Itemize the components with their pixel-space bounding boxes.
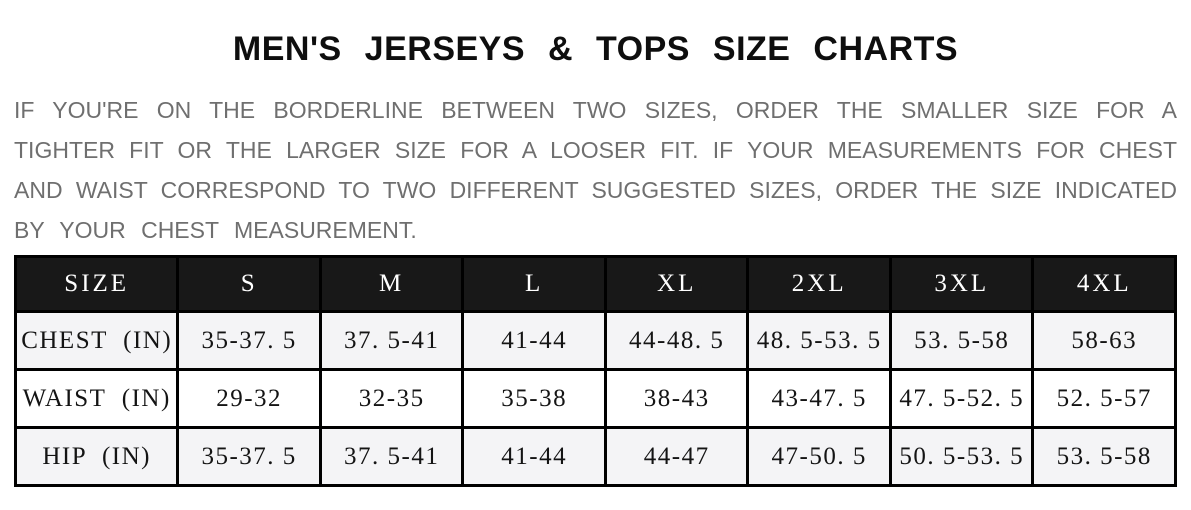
- page-title: MEN'S JERSEYS & TOPS SIZE CHARTS: [232, 30, 959, 68]
- table-cell: 37. 5-41: [318, 426, 465, 487]
- table-cell: 47-50. 5: [746, 426, 892, 487]
- table-cell: 35-38: [461, 368, 607, 429]
- table-cell: 52. 5-57: [1031, 368, 1177, 429]
- header-cell-2xl: 2XL: [746, 255, 892, 313]
- intro-line-4: BY YOUR CHEST MEASUREMENT.: [14, 217, 417, 243]
- table-cell: 48. 5-53. 5: [746, 310, 892, 371]
- table-cell: 37. 5-41: [318, 310, 465, 371]
- table-row-chest: CHEST (IN) 35-37. 5 37. 5-41 41-44 44-48…: [13, 310, 1177, 371]
- table-cell: 29-32: [176, 368, 322, 429]
- size-table-header-row: SIZE S M L XL 2XL 3XL 4XL: [13, 255, 1177, 313]
- table-cell: 41-44: [461, 310, 607, 371]
- intro-line-3: AND WAIST CORRESPOND TO TWO DIFFERENT SU…: [14, 177, 1177, 203]
- header-cell-3xl: 3XL: [888, 255, 1035, 313]
- table-cell: 47. 5-52. 5: [888, 368, 1035, 429]
- header-cell-size: SIZE: [13, 255, 180, 313]
- row-label-waist: WAIST (IN): [13, 368, 180, 429]
- intro-line-2: TIGHTER FIT OR THE LARGER SIZE FOR A LOO…: [14, 137, 1177, 163]
- table-cell: 50. 5-53. 5: [888, 426, 1035, 487]
- header-cell-s: S: [176, 255, 322, 313]
- table-cell: 41-44: [461, 426, 607, 487]
- row-label-hip: HIP (IN): [13, 426, 180, 487]
- table-cell: 44-48. 5: [603, 310, 750, 371]
- table-cell: 38-43: [603, 368, 750, 429]
- table-row-hip: HIP (IN) 35-37. 5 37. 5-41 41-44 44-47 4…: [13, 426, 1177, 487]
- row-label-chest: CHEST (IN): [13, 310, 180, 371]
- intro-paragraph: IF YOU'RE ON THE BORDERLINE BETWEEN TWO …: [14, 90, 1177, 250]
- table-cell: 43-47. 5: [746, 368, 892, 429]
- size-chart-page: MEN'S JERSEYS & TOPS SIZE CHARTS IF YOU'…: [13, 30, 1177, 487]
- header-cell-4xl: 4XL: [1031, 255, 1177, 313]
- table-cell: 53. 5-58: [888, 310, 1035, 371]
- table-cell: 44-47: [603, 426, 750, 487]
- table-cell: 32-35: [318, 368, 465, 429]
- table-cell: 35-37. 5: [176, 426, 322, 487]
- table-row-waist: WAIST (IN) 29-32 32-35 35-38 38-43 43-47…: [13, 368, 1177, 429]
- header-cell-xl: XL: [603, 255, 750, 313]
- header-cell-m: M: [318, 255, 465, 313]
- intro-line-1: IF YOU'RE ON THE BORDERLINE BETWEEN TWO …: [14, 97, 1177, 123]
- table-cell: 53. 5-58: [1031, 426, 1177, 487]
- size-table: SIZE S M L XL 2XL 3XL 4XL CHEST (IN) 35-…: [13, 255, 1177, 487]
- table-cell: 58-63: [1031, 310, 1177, 371]
- header-cell-l: L: [461, 255, 607, 313]
- table-cell: 35-37. 5: [176, 310, 322, 371]
